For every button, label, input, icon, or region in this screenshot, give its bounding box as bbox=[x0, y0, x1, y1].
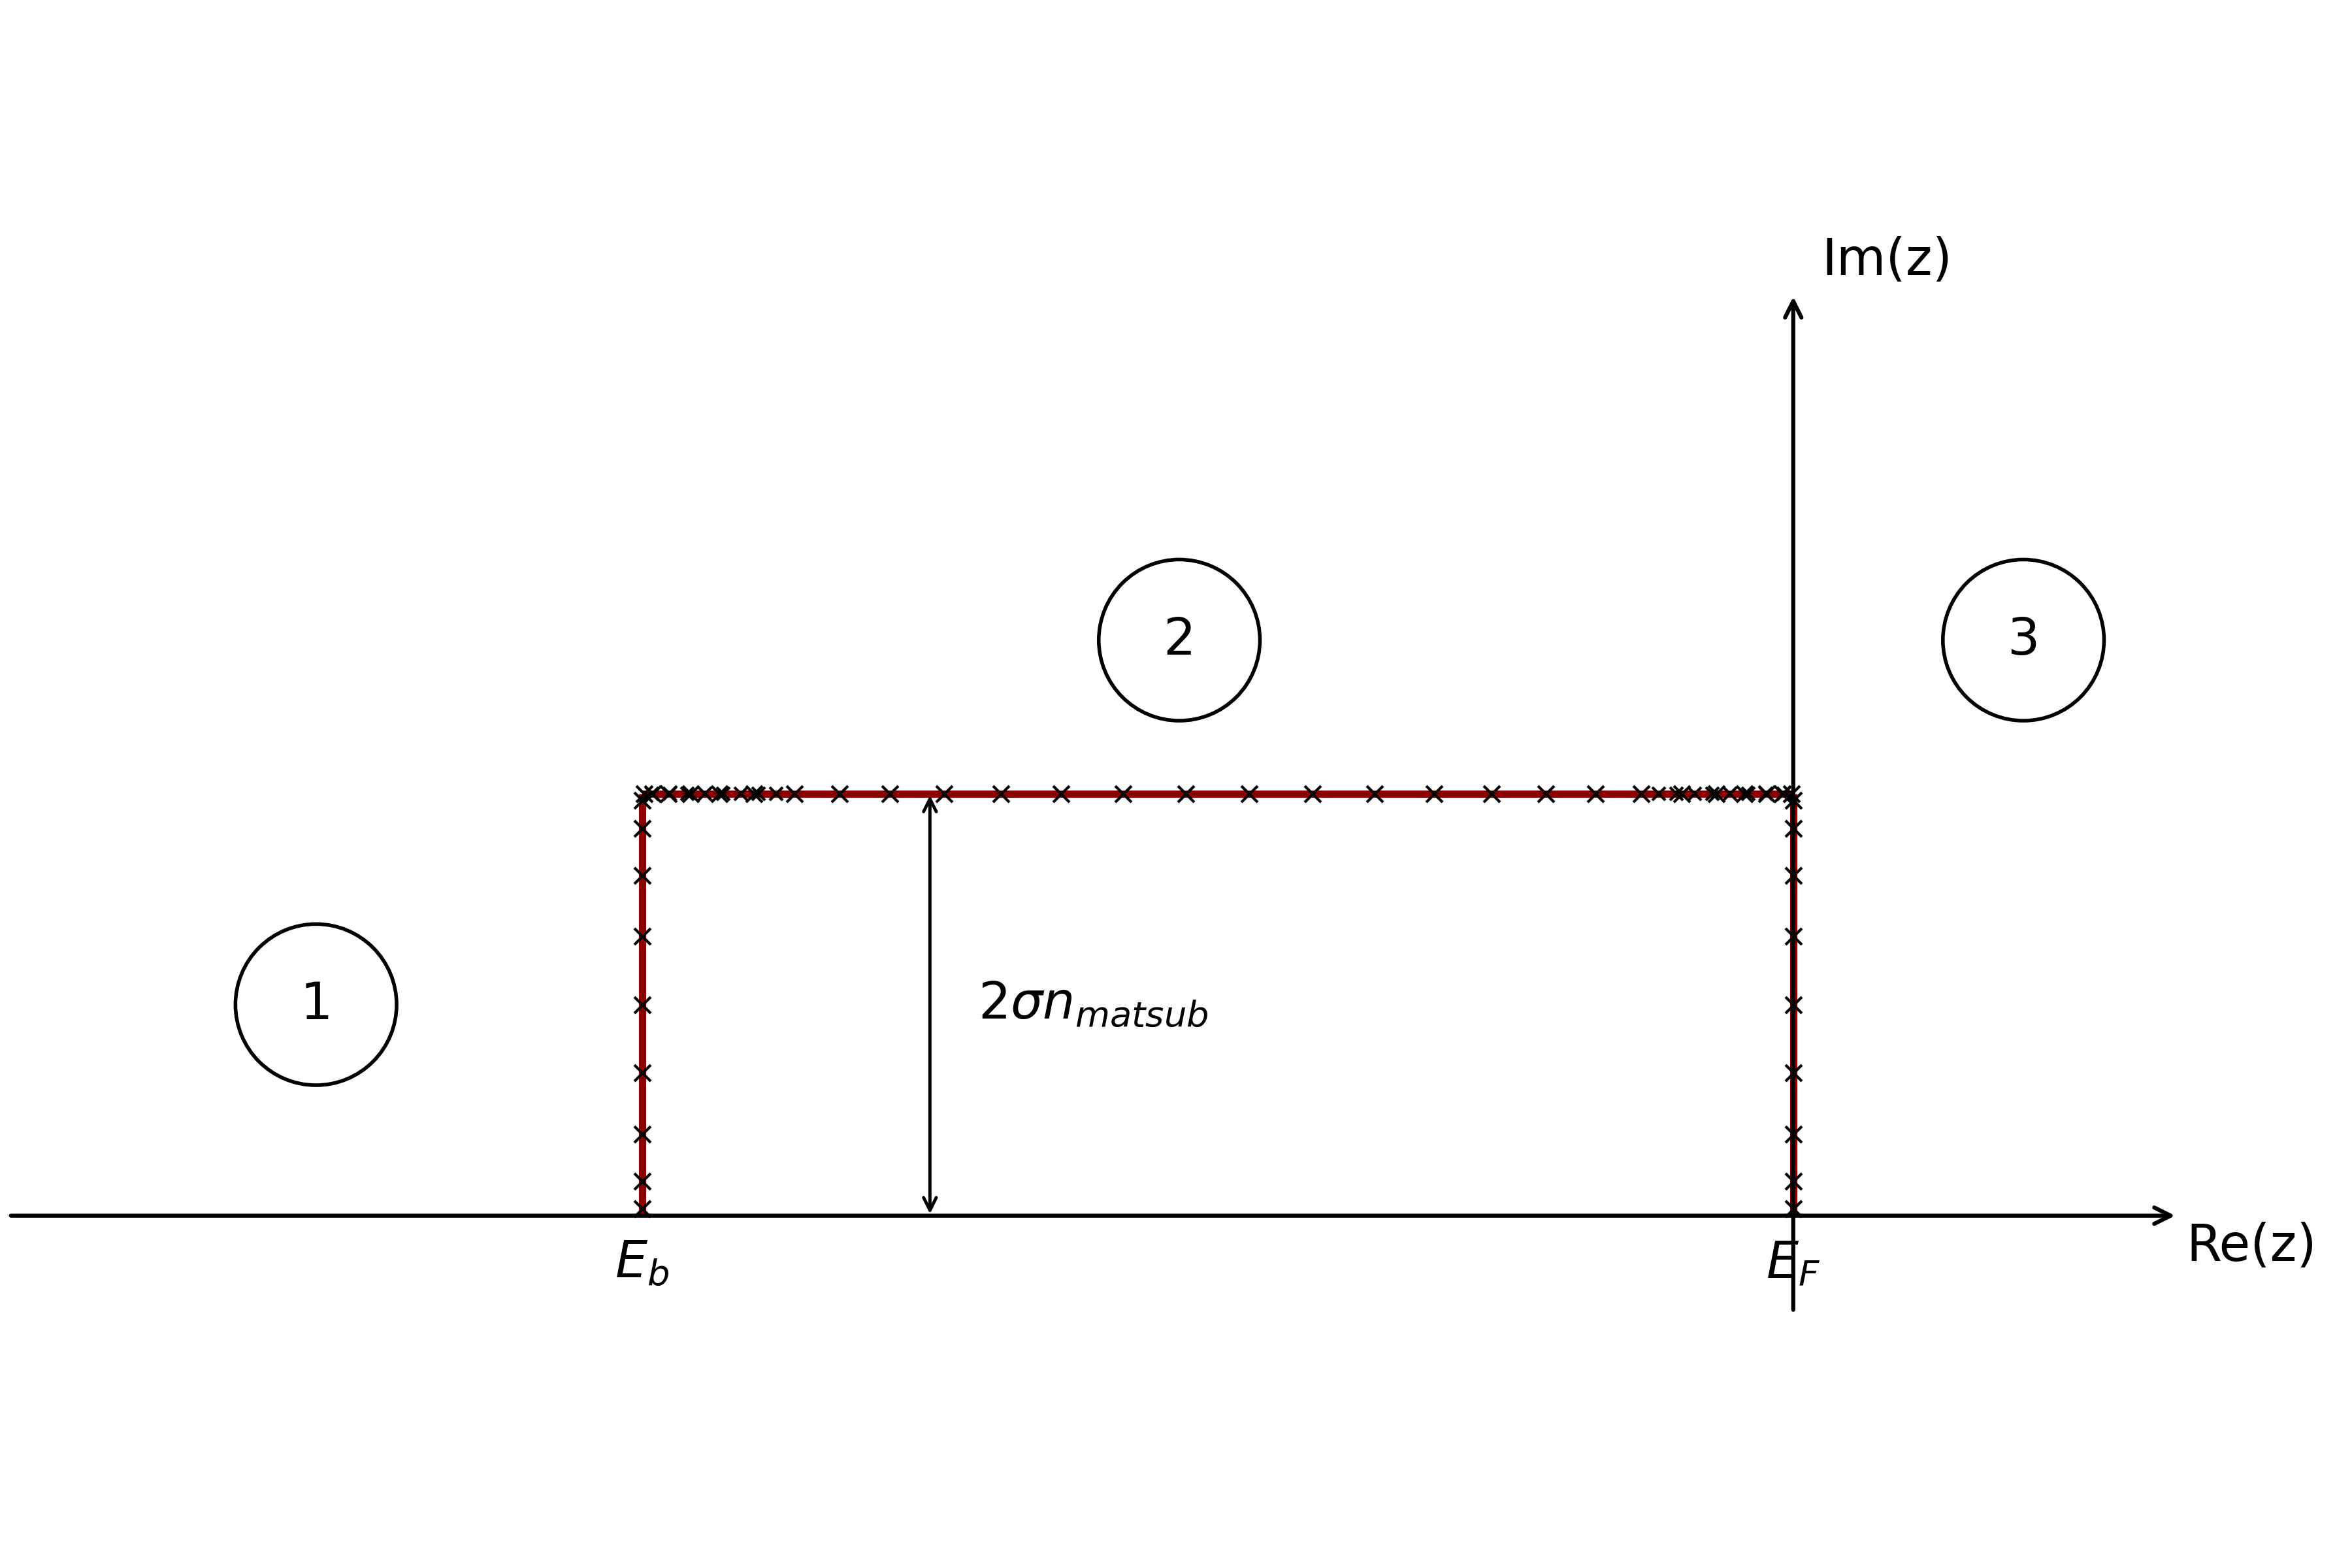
Text: $E_b$: $E_b$ bbox=[614, 1239, 670, 1289]
Text: Re(z): Re(z) bbox=[2187, 1221, 2317, 1272]
Text: 1: 1 bbox=[301, 980, 332, 1030]
Text: Im(z): Im(z) bbox=[1823, 235, 1952, 285]
Text: 3: 3 bbox=[2006, 615, 2039, 665]
Text: $2\sigma n_{matsub}$: $2\sigma n_{matsub}$ bbox=[978, 980, 1209, 1030]
Text: 2: 2 bbox=[1164, 615, 1195, 665]
Text: $E_F$: $E_F$ bbox=[1766, 1239, 1820, 1289]
